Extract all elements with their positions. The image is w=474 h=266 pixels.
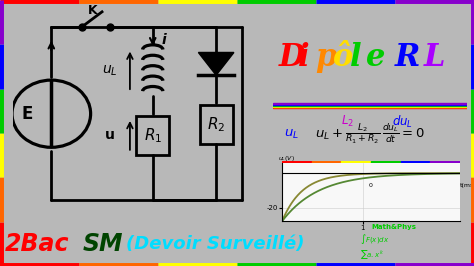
Text: $R_1$: $R_1$ xyxy=(144,126,162,145)
Text: 0: 0 xyxy=(369,183,373,188)
Bar xyxy=(200,105,233,144)
Bar xyxy=(341,161,371,163)
Text: R: R xyxy=(395,42,420,73)
Bar xyxy=(371,161,401,163)
Text: $t$: $t$ xyxy=(325,176,334,194)
Text: 2Bac: 2Bac xyxy=(5,232,69,256)
Text: K: K xyxy=(88,4,98,17)
Text: Math&Phys: Math&Phys xyxy=(372,224,416,230)
Text: $L_2$: $L_2$ xyxy=(341,114,354,129)
Text: E: E xyxy=(21,105,33,123)
Bar xyxy=(273,105,467,106)
Text: $u_L(V)$: $u_L(V)$ xyxy=(278,154,296,163)
Text: $u_L(t) = -Be^{-t/\tau}$: $u_L(t) = -Be^{-t/\tau}$ xyxy=(306,174,434,197)
Text: SM: SM xyxy=(83,232,123,256)
Text: l: l xyxy=(350,42,362,73)
Bar xyxy=(311,161,341,163)
Text: $\sum a.x^k$: $\sum a.x^k$ xyxy=(360,248,384,261)
Text: i: i xyxy=(298,42,310,73)
Text: D: D xyxy=(278,42,305,73)
Text: $\int F(x)dx$: $\int F(x)dx$ xyxy=(360,232,390,246)
Bar xyxy=(273,103,467,104)
Text: e: e xyxy=(366,42,385,73)
Text: $u_L + \frac{L_2}{R_1+R_2}\,\frac{du_L}{dt} = 0$: $u_L + \frac{L_2}{R_1+R_2}\,\frac{du_L}{… xyxy=(315,122,425,146)
Bar xyxy=(273,104,467,105)
Bar xyxy=(282,161,311,163)
Text: t(ms): t(ms) xyxy=(460,183,474,188)
Bar xyxy=(430,161,460,163)
Text: L: L xyxy=(424,42,446,73)
Text: $du_L$: $du_L$ xyxy=(392,114,413,130)
Text: $u_L$: $u_L$ xyxy=(284,127,299,140)
Bar xyxy=(136,116,169,155)
Bar xyxy=(273,107,467,108)
Bar xyxy=(273,106,467,107)
Text: i: i xyxy=(162,33,166,47)
Text: $u_L$: $u_L$ xyxy=(102,63,118,78)
Text: p: p xyxy=(315,42,337,73)
Polygon shape xyxy=(199,52,234,75)
Text: u: u xyxy=(105,128,115,142)
Text: ô: ô xyxy=(333,42,353,73)
Text: $R_2$: $R_2$ xyxy=(207,115,225,134)
Text: (Devoir Surveillé): (Devoir Surveillé) xyxy=(126,235,304,253)
Bar xyxy=(401,161,430,163)
